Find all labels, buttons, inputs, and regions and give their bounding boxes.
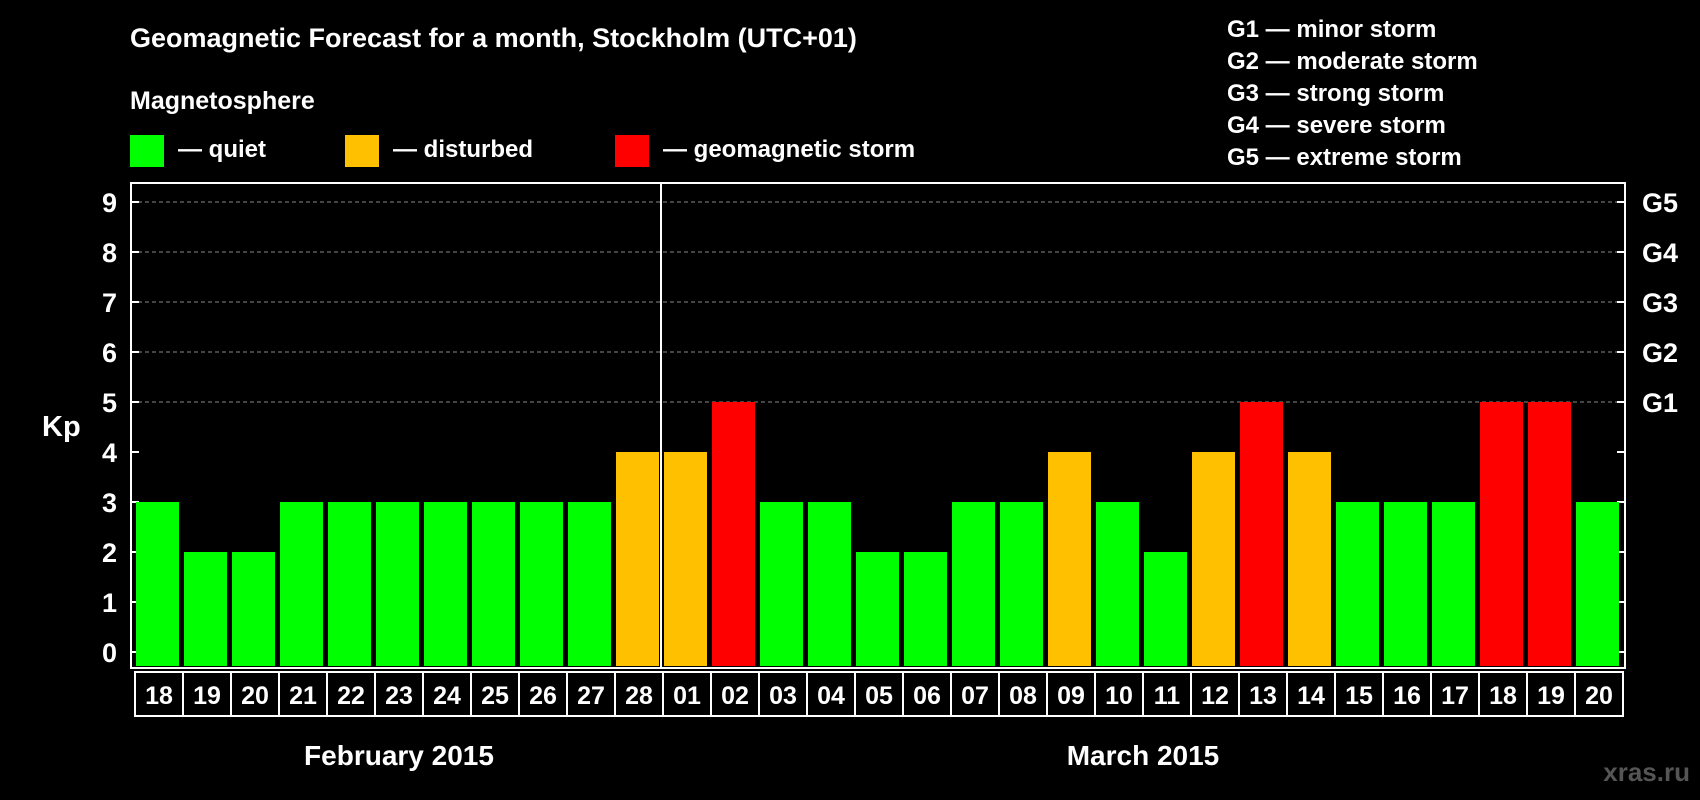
bar — [1096, 502, 1139, 666]
x-tick-label: 06 — [913, 682, 941, 710]
x-tick-label: 21 — [289, 682, 317, 710]
bar — [1384, 502, 1427, 666]
bar — [568, 502, 611, 666]
right-scale-label: G5 — [1642, 188, 1678, 218]
bar — [1480, 402, 1523, 666]
x-tick-label: 14 — [1297, 682, 1325, 710]
right-scale-label: G2 — [1642, 338, 1678, 368]
bar — [1432, 502, 1475, 666]
bar — [664, 452, 707, 666]
right-scale-label: G3 — [1642, 288, 1678, 318]
bar — [952, 502, 995, 666]
bar — [1000, 502, 1043, 666]
y-tick-label: 9 — [102, 188, 117, 218]
y-tick-label: 6 — [102, 338, 117, 368]
x-tick-label: 19 — [1537, 682, 1565, 710]
y-tick-label: 8 — [102, 238, 117, 268]
storm-scale-g2: G2 — moderate storm — [1227, 48, 1478, 75]
bar — [232, 552, 275, 666]
legend-label-disturbed: — disturbed — [393, 136, 533, 163]
watermark: xras.ru — [1603, 757, 1690, 787]
bar — [376, 502, 419, 666]
legend-heading: Magnetosphere — [130, 87, 315, 115]
y-tick-label: 0 — [102, 638, 117, 668]
x-tick-label: 13 — [1249, 682, 1277, 710]
legend-swatch-storm — [615, 135, 649, 167]
x-tick-label: 25 — [481, 682, 509, 710]
x-tick-label: 03 — [769, 682, 797, 710]
category-strip — [134, 671, 1624, 717]
x-tick-label: 19 — [193, 682, 221, 710]
bar — [1528, 402, 1571, 666]
legend-swatch-disturbed — [345, 135, 379, 167]
right-scale-label: G4 — [1642, 238, 1678, 268]
storm-scale-g5: G5 — extreme storm — [1227, 144, 1462, 171]
x-tick-label: 18 — [1489, 682, 1517, 710]
legend-label-storm: — geomagnetic storm — [663, 136, 915, 163]
x-tick-label: 24 — [433, 682, 461, 710]
x-tick-label: 28 — [625, 682, 653, 710]
bar — [1336, 502, 1379, 666]
bar — [520, 502, 563, 666]
x-tick-label: 05 — [865, 682, 893, 710]
right-scale-label: G1 — [1642, 388, 1678, 418]
x-tick-label: 15 — [1345, 682, 1373, 710]
x-tick-label: 02 — [721, 682, 749, 710]
x-tick-label: 26 — [529, 682, 557, 710]
x-tick-label: 12 — [1201, 682, 1229, 710]
bar — [904, 552, 947, 666]
bar — [808, 502, 851, 666]
month-label: February 2015 — [304, 740, 494, 771]
plot-frame — [130, 182, 1626, 669]
bar — [1144, 552, 1187, 666]
storm-scale-g1: G1 — minor storm — [1227, 16, 1436, 43]
month-label: March 2015 — [1067, 740, 1220, 771]
y-tick-label: 4 — [102, 438, 117, 468]
x-tick-label: 18 — [145, 682, 173, 710]
bar — [328, 502, 371, 666]
bar — [1192, 452, 1235, 666]
x-tick-label: 09 — [1057, 682, 1085, 710]
bar — [1288, 452, 1331, 666]
bar — [1240, 402, 1283, 666]
x-tick-label: 10 — [1105, 682, 1133, 710]
bar — [856, 552, 899, 666]
bar — [424, 502, 467, 666]
x-tick-label: 17 — [1441, 682, 1469, 710]
y-tick-label: 7 — [102, 288, 117, 318]
x-tick-label: 07 — [961, 682, 989, 710]
bar — [1576, 502, 1619, 666]
x-tick-label: 16 — [1393, 682, 1421, 710]
y-tick-label: 3 — [102, 488, 117, 518]
chart-title: Geomagnetic Forecast for a month, Stockh… — [130, 23, 857, 53]
legend-label-quiet: — quiet — [178, 136, 266, 163]
bar — [184, 552, 227, 666]
y-tick-label: 2 — [102, 538, 117, 568]
y-tick-label: 5 — [102, 388, 117, 418]
x-tick-label: 11 — [1154, 682, 1181, 710]
x-tick-label: 20 — [1585, 682, 1613, 710]
y-axis-label: Kp — [42, 411, 81, 443]
x-tick-label: 08 — [1009, 682, 1037, 710]
x-tick-label: 04 — [817, 682, 845, 710]
bar — [472, 502, 515, 666]
bar — [712, 402, 755, 666]
y-tick-label: 1 — [102, 588, 117, 618]
bar — [760, 502, 803, 666]
x-tick-label: 01 — [673, 682, 701, 710]
legend-swatch-quiet — [130, 135, 164, 167]
x-tick-label: 20 — [241, 682, 269, 710]
bar — [136, 502, 179, 666]
x-tick-label: 27 — [577, 682, 605, 710]
bar — [616, 452, 659, 666]
x-tick-label: 22 — [337, 682, 365, 710]
storm-scale-g3: G3 — strong storm — [1227, 80, 1444, 107]
bar — [1048, 452, 1091, 666]
storm-scale-g4: G4 — severe storm — [1227, 112, 1446, 139]
bar — [280, 502, 323, 666]
x-tick-label: 23 — [385, 682, 413, 710]
